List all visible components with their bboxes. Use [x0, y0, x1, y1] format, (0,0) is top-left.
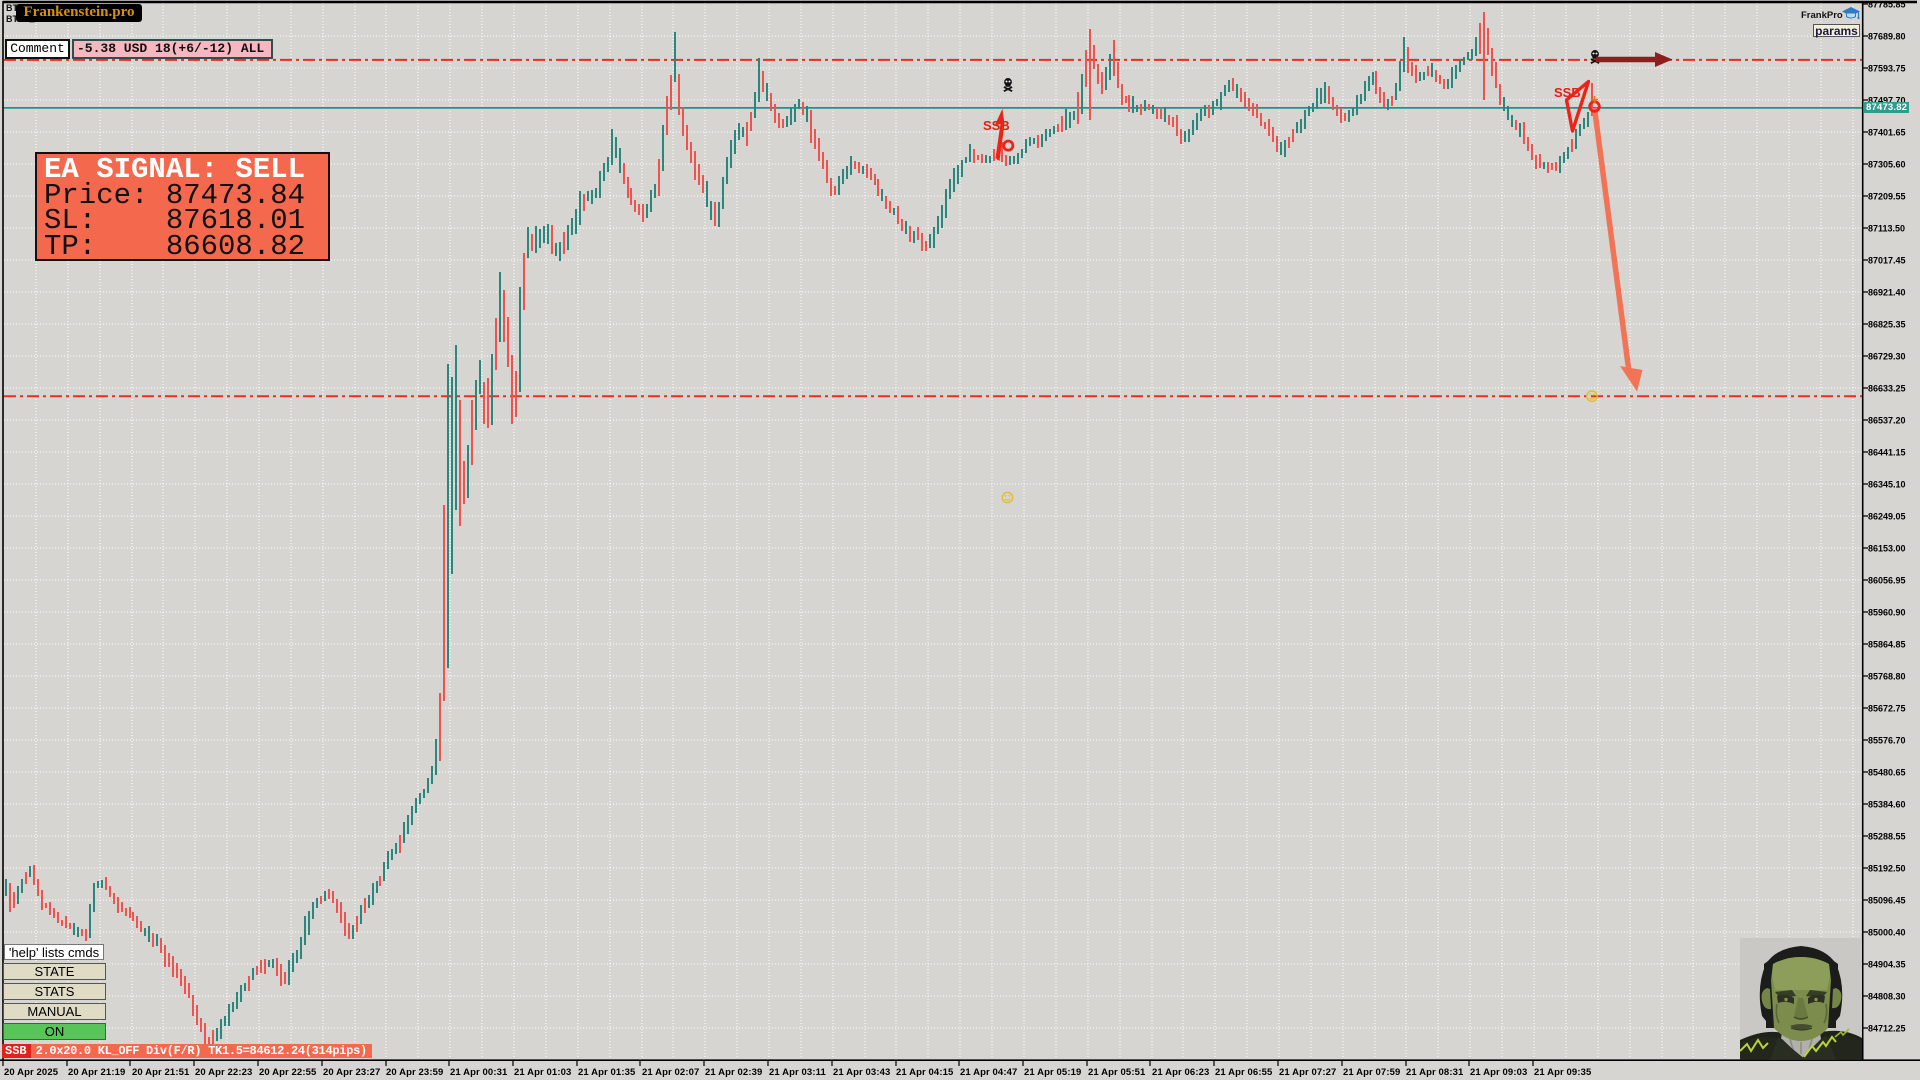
svg-text:87401.65: 87401.65 [1868, 128, 1906, 138]
svg-text:21 Apr 02:39: 21 Apr 02:39 [705, 1067, 762, 1078]
svg-text:21 Apr 07:27: 21 Apr 07:27 [1279, 1067, 1336, 1078]
svg-text:85384.60: 85384.60 [1868, 800, 1906, 810]
svg-text:86825.35: 86825.35 [1868, 320, 1906, 330]
svg-text:21 Apr 03:11: 21 Apr 03:11 [769, 1067, 826, 1078]
svg-text:21 Apr 04:47: 21 Apr 04:47 [960, 1067, 1017, 1078]
svg-text:86921.40: 86921.40 [1868, 288, 1906, 298]
svg-text:84712.25: 84712.25 [1868, 1024, 1906, 1034]
svg-text:87017.45: 87017.45 [1868, 256, 1906, 266]
svg-text:85672.75: 85672.75 [1868, 704, 1906, 714]
svg-text:20 Apr 21:19: 20 Apr 21:19 [68, 1067, 125, 1078]
svg-text:87497.70: 87497.70 [1868, 96, 1906, 106]
svg-text:86633.25: 86633.25 [1868, 384, 1906, 394]
svg-text:85768.80: 85768.80 [1868, 672, 1906, 682]
svg-text:20 Apr 22:55: 20 Apr 22:55 [259, 1067, 317, 1078]
svg-text:85864.85: 85864.85 [1868, 640, 1906, 650]
svg-text:85192.50: 85192.50 [1868, 864, 1906, 874]
svg-text:85576.70: 85576.70 [1868, 736, 1906, 746]
svg-text:86153.00: 86153.00 [1868, 544, 1906, 554]
svg-text:86441.15: 86441.15 [1868, 448, 1906, 458]
svg-text:87593.75: 87593.75 [1868, 64, 1906, 74]
svg-text:20 Apr 23:59: 20 Apr 23:59 [386, 1067, 443, 1078]
svg-text:84904.35: 84904.35 [1868, 960, 1906, 970]
svg-text:87113.50: 87113.50 [1868, 224, 1905, 234]
svg-text:86345.10: 86345.10 [1868, 480, 1906, 490]
svg-text:21 Apr 06:23: 21 Apr 06:23 [1152, 1067, 1209, 1078]
svg-text:86729.30: 86729.30 [1868, 352, 1906, 362]
svg-text:21 Apr 04:15: 21 Apr 04:15 [896, 1067, 954, 1078]
svg-text:86249.05: 86249.05 [1868, 512, 1906, 522]
svg-text:21 Apr 06:55: 21 Apr 06:55 [1215, 1067, 1273, 1078]
svg-text:21 Apr 07:59: 21 Apr 07:59 [1343, 1067, 1400, 1078]
svg-text:21 Apr 08:31: 21 Apr 08:31 [1406, 1067, 1464, 1078]
svg-text:20 Apr 23:27: 20 Apr 23:27 [323, 1067, 380, 1078]
svg-text:SSB: SSB [983, 118, 1010, 133]
svg-text:85096.45: 85096.45 [1868, 896, 1906, 906]
svg-text:87305.60: 87305.60 [1868, 160, 1906, 170]
svg-text:85960.90: 85960.90 [1868, 608, 1906, 618]
svg-text:21 Apr 01:35: 21 Apr 01:35 [578, 1067, 636, 1078]
svg-text:84808.30: 84808.30 [1868, 992, 1906, 1002]
svg-text:21 Apr 01:03: 21 Apr 01:03 [514, 1067, 571, 1078]
svg-text:85288.55: 85288.55 [1868, 832, 1906, 842]
svg-text:20 Apr 22:23: 20 Apr 22:23 [195, 1067, 252, 1078]
svg-text:21 Apr 02:07: 21 Apr 02:07 [642, 1067, 699, 1078]
svg-text:21 Apr 09:35: 21 Apr 09:35 [1534, 1067, 1592, 1078]
svg-text:21 Apr 09:03: 21 Apr 09:03 [1470, 1067, 1527, 1078]
svg-text:20 Apr 21:51: 20 Apr 21:51 [132, 1067, 190, 1078]
svg-text:85480.65: 85480.65 [1868, 768, 1906, 778]
svg-text:21 Apr 00:31: 21 Apr 00:31 [450, 1067, 508, 1078]
svg-text:87209.55: 87209.55 [1868, 192, 1906, 202]
svg-text:20 Apr 2025: 20 Apr 2025 [4, 1067, 59, 1078]
svg-text:SSB: SSB [1554, 85, 1581, 100]
svg-text:86056.95: 86056.95 [1868, 576, 1906, 586]
svg-text:86537.20: 86537.20 [1868, 416, 1906, 426]
svg-text:85000.40: 85000.40 [1868, 928, 1906, 938]
svg-text:21 Apr 05:51: 21 Apr 05:51 [1088, 1067, 1146, 1078]
svg-text:87689.80: 87689.80 [1868, 32, 1906, 42]
svg-text:21 Apr 05:19: 21 Apr 05:19 [1024, 1067, 1081, 1078]
svg-text:87785.85: 87785.85 [1868, 0, 1906, 10]
svg-text:21 Apr 03:43: 21 Apr 03:43 [833, 1067, 890, 1078]
